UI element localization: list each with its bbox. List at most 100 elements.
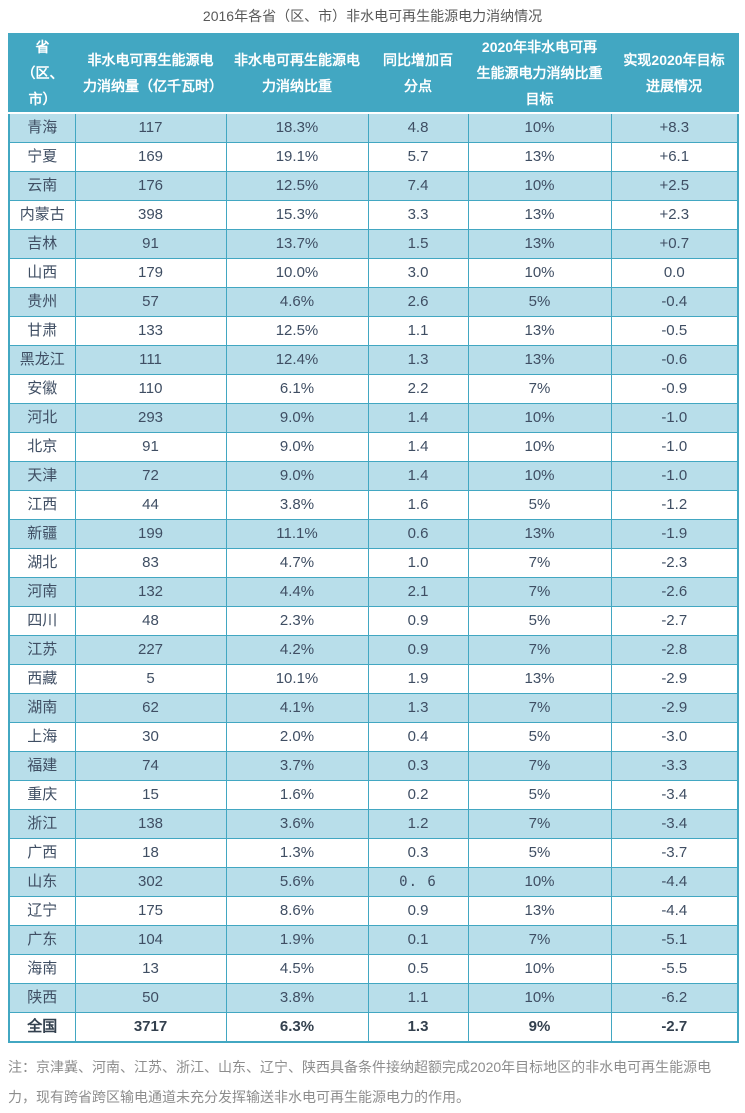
cell: 199	[74, 519, 227, 549]
cell: 57	[74, 287, 227, 317]
cell: 0.6	[367, 519, 469, 549]
table-row: 云南 176 12.5% 7.4 10% +2.5	[8, 171, 739, 201]
cell: 13%	[467, 345, 612, 375]
table-row: 河南 132 4.4% 2.1 7% -2.6	[8, 577, 739, 607]
cell: -0.4	[610, 287, 739, 317]
table-row: 江苏 227 4.2% 0.9 7% -2.8	[8, 635, 739, 665]
cell: 5%	[467, 490, 612, 520]
cell: 西藏	[8, 664, 76, 694]
cell: 175	[74, 896, 227, 926]
table-row: 河北 293 9.0% 1.4 10% -1.0	[8, 403, 739, 433]
cell: 9.0%	[225, 432, 369, 462]
cell: 1.3%	[225, 838, 369, 868]
cell: 1.3	[367, 693, 469, 723]
table-row: 黑龙江 111 12.4% 1.3 13% -0.6	[8, 345, 739, 375]
cell: 7%	[467, 635, 612, 665]
cell: 3717	[74, 1012, 227, 1043]
cell: 13%	[467, 664, 612, 694]
cell: 7%	[467, 693, 612, 723]
cell: -4.4	[610, 896, 739, 926]
cell: 15.3%	[225, 200, 369, 230]
table-row: 山西 179 10.0% 3.0 10% 0.0	[8, 258, 739, 288]
cell: 海南	[8, 954, 76, 984]
cell: +2.5	[610, 171, 739, 201]
column-header: 非水电可再生能源电力消纳量（亿千瓦时）	[75, 33, 226, 114]
cell: 0.4	[367, 722, 469, 752]
table-row: 北京 91 9.0% 1.4 10% -1.0	[8, 432, 739, 462]
cell: 1.9	[367, 664, 469, 694]
table-row: 贵州 57 4.6% 2.6 5% -0.4	[8, 287, 739, 317]
cell: 0.9	[367, 606, 469, 636]
cell: 7%	[467, 751, 612, 781]
cell: 江西	[8, 490, 76, 520]
cell: 1.6	[367, 490, 469, 520]
cell: 10%	[467, 867, 612, 897]
table-row: 陕西 50 3.8% 1.1 10% -6.2	[8, 983, 739, 1013]
cell: 河北	[8, 403, 76, 433]
cell: 5%	[467, 287, 612, 317]
cell: 陕西	[8, 983, 76, 1013]
cell: -1.0	[610, 461, 739, 491]
cell: 4.1%	[225, 693, 369, 723]
cell: 9%	[467, 1012, 612, 1043]
cell: 138	[74, 809, 227, 839]
cell: 6.1%	[225, 374, 369, 404]
cell: -0.6	[610, 345, 739, 375]
cell: 0. 6	[367, 867, 469, 897]
table-row: 甘肃 133 12.5% 1.1 13% -0.5	[8, 316, 739, 346]
cell: 新疆	[8, 519, 76, 549]
cell: 169	[74, 142, 227, 172]
cell: 黑龙江	[8, 345, 76, 375]
cell: 10.0%	[225, 258, 369, 288]
cell: 10%	[467, 403, 612, 433]
cell: 7%	[467, 548, 612, 578]
cell: 12.4%	[225, 345, 369, 375]
cell: 72	[74, 461, 227, 491]
cell: -2.8	[610, 635, 739, 665]
table-row: 辽宁 175 8.6% 0.9 13% -4.4	[8, 896, 739, 926]
table-row: 青海 117 18.3% 4.8 10% +8.3	[8, 112, 739, 143]
cell: -2.7	[610, 1012, 739, 1043]
cell: 0.2	[367, 780, 469, 810]
cell: 辽宁	[8, 896, 76, 926]
cell: 天津	[8, 461, 76, 491]
column-header: 实现2020年目标进展情况	[611, 33, 738, 114]
cell: -0.5	[610, 316, 739, 346]
cell: 111	[74, 345, 227, 375]
cell: 广东	[8, 925, 76, 955]
cell: 上海	[8, 722, 76, 752]
cell: 176	[74, 171, 227, 201]
cell: 12.5%	[225, 316, 369, 346]
cell: 7%	[467, 809, 612, 839]
cell: 3.3	[367, 200, 469, 230]
cell: 104	[74, 925, 227, 955]
table-row: 重庆 15 1.6% 0.2 5% -3.4	[8, 780, 739, 810]
table-row: 湖北 83 4.7% 1.0 7% -2.3	[8, 548, 739, 578]
cell: 9.0%	[225, 403, 369, 433]
cell: 3.7%	[225, 751, 369, 781]
cell: 1.4	[367, 432, 469, 462]
cell: 福建	[8, 751, 76, 781]
cell: 0.9	[367, 635, 469, 665]
cell: 133	[74, 316, 227, 346]
cell: 1.6%	[225, 780, 369, 810]
cell: -3.4	[610, 809, 739, 839]
cell: 110	[74, 374, 227, 404]
cell: 4.6%	[225, 287, 369, 317]
cell: 13%	[467, 200, 612, 230]
cell: 398	[74, 200, 227, 230]
cell: -3.4	[610, 780, 739, 810]
cell: 10%	[467, 461, 612, 491]
cell: 1.5	[367, 229, 469, 259]
cell: 湖南	[8, 693, 76, 723]
cell: 4.2%	[225, 635, 369, 665]
cell: 117	[74, 112, 227, 143]
cell: 1.3	[367, 1012, 469, 1043]
cell: 2.0%	[225, 722, 369, 752]
cell: -1.9	[610, 519, 739, 549]
cell: -5.1	[610, 925, 739, 955]
cell: 74	[74, 751, 227, 781]
cell: 11.1%	[225, 519, 369, 549]
cell: +2.3	[610, 200, 739, 230]
cell: 83	[74, 548, 227, 578]
